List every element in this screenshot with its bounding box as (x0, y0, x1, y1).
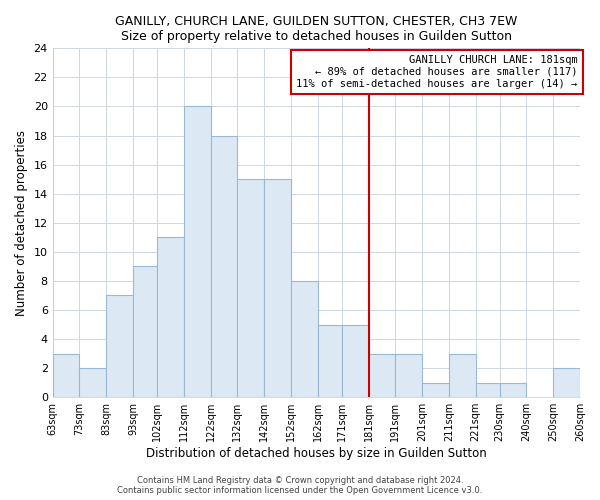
Bar (500, 382, 526, 397)
Bar (157, 238, 184, 397)
Bar (79, 368, 106, 397)
Bar (106, 296, 133, 397)
Y-axis label: Number of detached properties: Number of detached properties (15, 130, 28, 316)
Bar (368, 354, 395, 397)
Bar (238, 179, 264, 397)
Bar (553, 368, 580, 397)
Bar (449, 354, 476, 397)
Text: Contains HM Land Registry data © Crown copyright and database right 2024.
Contai: Contains HM Land Registry data © Crown c… (118, 476, 482, 495)
Title: GANILLY, CHURCH LANE, GUILDEN SUTTON, CHESTER, CH3 7EW
Size of property relative: GANILLY, CHURCH LANE, GUILDEN SUTTON, CH… (115, 15, 518, 43)
Bar (184, 106, 211, 397)
Bar (264, 179, 291, 397)
Text: GANILLY CHURCH LANE: 181sqm
← 89% of detached houses are smaller (117)
11% of se: GANILLY CHURCH LANE: 181sqm ← 89% of det… (296, 56, 577, 88)
Bar (395, 354, 422, 397)
Bar (211, 136, 238, 397)
X-axis label: Distribution of detached houses by size in Guilden Sutton: Distribution of detached houses by size … (146, 447, 487, 460)
Bar (317, 324, 342, 397)
Bar (422, 382, 449, 397)
Bar (476, 382, 500, 397)
Bar (53, 354, 79, 397)
Bar (342, 324, 368, 397)
Bar (133, 266, 157, 397)
Bar (291, 281, 317, 397)
